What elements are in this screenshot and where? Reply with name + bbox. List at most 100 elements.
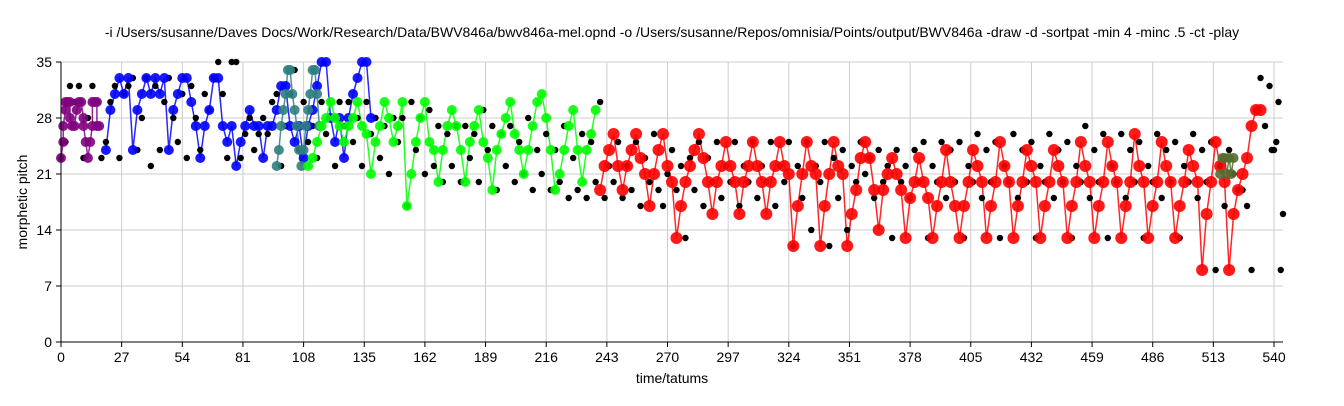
background-point: [75, 82, 83, 90]
series-point-4: [1016, 176, 1029, 188]
series-point-4: [1128, 128, 1141, 140]
x-tick-label: 108: [292, 349, 316, 365]
series-point-1: [253, 121, 264, 131]
background-point: [655, 186, 662, 194]
series-point-0: [60, 105, 71, 115]
series-point-4: [607, 128, 620, 140]
x-tick-label: 27: [114, 349, 130, 365]
background-point: [233, 58, 240, 66]
series-point-0: [91, 97, 102, 107]
series-point-1: [267, 121, 278, 131]
series-point-4: [984, 200, 997, 212]
series-point-4: [881, 168, 894, 180]
series-point-1: [118, 89, 129, 99]
series-point-4: [1115, 232, 1128, 244]
background-point: [435, 122, 442, 130]
chart-title: -i /Users/susanne/Daves Docs/Work/Resear…: [105, 24, 1239, 40]
background-point: [673, 186, 680, 194]
series-point-4: [904, 192, 917, 204]
series-point-3: [545, 145, 556, 155]
background-point: [511, 178, 518, 186]
background-point: [192, 114, 199, 122]
x-tick-label: 216: [535, 349, 559, 365]
background-point: [412, 146, 420, 154]
background-point: [534, 146, 541, 154]
series-point-3: [559, 145, 570, 155]
background-point: [781, 178, 788, 186]
series-point-4: [657, 128, 670, 140]
series-point-1: [365, 113, 376, 123]
series-point-3: [415, 113, 426, 123]
series-point-4: [967, 144, 980, 156]
background-point: [664, 170, 671, 178]
series-point-2: [298, 145, 309, 155]
series-point-4: [935, 176, 948, 188]
background-point: [772, 202, 779, 210]
x-tick-label: 297: [716, 349, 740, 365]
series-point-4: [1025, 160, 1038, 172]
series-point-2: [303, 105, 314, 115]
series-point-3: [339, 137, 350, 147]
background-point: [215, 58, 222, 66]
series-point-3: [442, 121, 453, 131]
background-point: [1122, 194, 1129, 202]
x-tick-label: 486: [1141, 349, 1165, 365]
background-point: [1279, 210, 1287, 218]
series-point-4: [872, 224, 885, 236]
background-point: [264, 130, 271, 138]
background-point: [197, 146, 204, 154]
background-point: [691, 186, 698, 194]
background-point: [686, 154, 694, 162]
series-point-4: [953, 232, 966, 244]
series-point-4: [944, 176, 957, 188]
series-point-3: [451, 121, 462, 131]
series-point-1: [136, 89, 147, 99]
background-point: [304, 138, 312, 146]
series-point-4: [666, 176, 678, 188]
series-point-4: [764, 176, 777, 188]
series-point-3: [401, 201, 412, 211]
series-point-4: [728, 176, 741, 188]
background-point: [1189, 130, 1197, 138]
series-point-4: [769, 160, 782, 172]
background-point: [619, 194, 626, 202]
series-point-3: [307, 153, 318, 163]
background-point: [1257, 74, 1264, 82]
background-point: [1127, 146, 1134, 154]
background-point: [156, 146, 164, 154]
series-point-3: [532, 97, 543, 107]
series-point-2: [289, 105, 300, 115]
x-tick-label: 351: [838, 349, 862, 365]
series-point-4: [989, 176, 1002, 188]
series-point-1: [240, 121, 251, 131]
series-point-4: [648, 168, 661, 180]
background-point: [1225, 146, 1233, 154]
background-point: [929, 162, 936, 170]
series-point-3: [473, 105, 484, 115]
series-point-4: [1052, 160, 1065, 172]
series-point-4: [863, 152, 876, 164]
series-point-4: [886, 152, 899, 164]
y-tick-label: 14: [36, 222, 52, 238]
series-point-1: [280, 81, 291, 91]
background-point: [628, 186, 635, 194]
background-point: [731, 138, 739, 146]
x-tick-label: 513: [1202, 349, 1226, 365]
background-point: [1046, 130, 1053, 138]
series-point-2: [291, 121, 302, 131]
series-point-4: [1106, 160, 1119, 172]
series-point-4: [1088, 232, 1101, 244]
x-tick-label: 270: [656, 349, 680, 365]
background-point: [646, 178, 653, 186]
background-point: [839, 146, 846, 154]
series-point-2: [271, 161, 282, 171]
background-point: [224, 154, 231, 162]
series-point-4: [1160, 160, 1173, 172]
background-point: [448, 162, 456, 170]
series-point-3: [379, 97, 390, 107]
x-tick-label: 432: [1020, 349, 1044, 365]
series-point-4: [755, 176, 768, 188]
series-point-4: [706, 208, 719, 220]
background-point: [363, 98, 370, 106]
series-point-4: [616, 184, 629, 196]
